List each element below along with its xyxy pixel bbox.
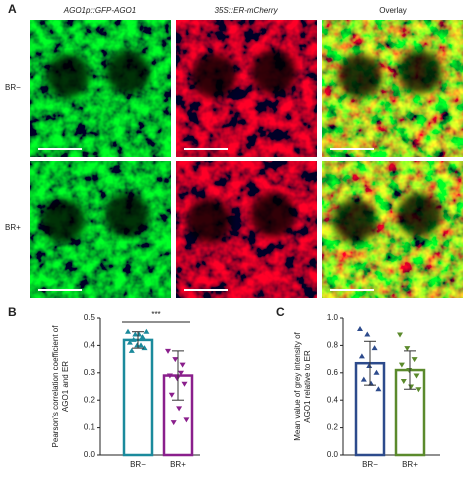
y-tick-label: 0.2 bbox=[84, 395, 96, 404]
data-point bbox=[358, 353, 365, 359]
panel-label: B bbox=[8, 305, 17, 319]
data-point bbox=[134, 342, 141, 348]
data-point bbox=[411, 357, 418, 363]
nucleus bbox=[187, 199, 231, 243]
y-tick-label: 0.2 bbox=[327, 423, 339, 432]
significance-label: *** bbox=[151, 310, 160, 319]
data-point bbox=[128, 347, 135, 353]
y-tick-label: 0.3 bbox=[84, 368, 96, 377]
data-point bbox=[373, 369, 380, 375]
nucleus bbox=[398, 50, 442, 94]
row-label: BR+ bbox=[5, 223, 21, 232]
data-point bbox=[360, 376, 367, 382]
data-point bbox=[141, 345, 148, 351]
nucleus bbox=[333, 199, 377, 243]
nucleus bbox=[192, 54, 236, 98]
data-point bbox=[166, 373, 173, 379]
data-point bbox=[125, 328, 131, 334]
micrographs bbox=[30, 20, 463, 298]
y-tick-label: 0.0 bbox=[84, 450, 96, 459]
nucleus bbox=[251, 193, 295, 237]
data-point bbox=[398, 362, 405, 368]
data-point bbox=[143, 328, 150, 334]
panel-label: A bbox=[8, 2, 17, 16]
y-axis-label: AGO1 relative to ER bbox=[303, 350, 312, 423]
y-axis-label: AGO1 and ER bbox=[61, 361, 70, 412]
panel-label: C bbox=[276, 305, 285, 319]
data-point bbox=[139, 334, 146, 340]
data-point bbox=[170, 420, 177, 426]
column-header: AGO1p::GFP-AGO1 bbox=[63, 6, 136, 15]
data-point bbox=[400, 379, 407, 385]
y-tick-label: 0.4 bbox=[327, 395, 339, 404]
data-point bbox=[371, 345, 378, 351]
data-point bbox=[178, 370, 184, 376]
nucleus bbox=[338, 54, 382, 98]
bar bbox=[122, 338, 154, 457]
x-tick-label: BR+ bbox=[402, 460, 418, 469]
data-point bbox=[183, 417, 190, 423]
data-point bbox=[413, 373, 420, 379]
y-axis-label: Pearson's correlation coefficient of bbox=[51, 325, 60, 448]
y-tick-label: 0.1 bbox=[84, 423, 96, 432]
y-tick-label: 0.4 bbox=[84, 341, 96, 350]
nucleus bbox=[252, 50, 296, 94]
data-point bbox=[126, 339, 133, 345]
nucleus bbox=[397, 193, 441, 237]
nucleus bbox=[105, 193, 149, 237]
data-point bbox=[132, 331, 139, 337]
y-tick-label: 0.0 bbox=[327, 450, 339, 459]
data-point bbox=[406, 368, 413, 374]
nucleus bbox=[106, 50, 150, 94]
y-tick-label: 0.8 bbox=[327, 341, 339, 350]
x-tick-label: BR− bbox=[130, 460, 146, 469]
data-point bbox=[357, 325, 363, 331]
data-point bbox=[176, 406, 183, 412]
data-point bbox=[404, 346, 411, 352]
data-point bbox=[130, 336, 137, 342]
data-point bbox=[179, 362, 186, 368]
y-tick-label: 0.6 bbox=[327, 368, 339, 377]
data-point bbox=[174, 376, 181, 382]
data-point bbox=[397, 332, 403, 338]
data-point bbox=[165, 348, 171, 354]
data-point bbox=[364, 331, 371, 337]
data-point bbox=[375, 386, 382, 392]
column-header: 35S::ER-mCherry bbox=[214, 6, 278, 15]
row-label: BR− bbox=[5, 83, 21, 92]
data-point bbox=[415, 387, 422, 393]
data-point bbox=[172, 357, 179, 363]
y-tick-label: 1.0 bbox=[327, 313, 339, 322]
x-tick-label: BR+ bbox=[170, 460, 186, 469]
data-point bbox=[138, 342, 144, 348]
data-point bbox=[366, 362, 373, 368]
nucleus bbox=[46, 54, 90, 98]
x-tick-label: BR− bbox=[362, 460, 378, 469]
column-header: Overlay bbox=[379, 6, 407, 15]
nucleus bbox=[41, 199, 85, 243]
data-point bbox=[181, 381, 188, 387]
y-axis-label: Mean value of grey intensity of bbox=[293, 331, 302, 440]
data-point bbox=[168, 392, 175, 398]
y-tick-label: 0.5 bbox=[84, 313, 96, 322]
